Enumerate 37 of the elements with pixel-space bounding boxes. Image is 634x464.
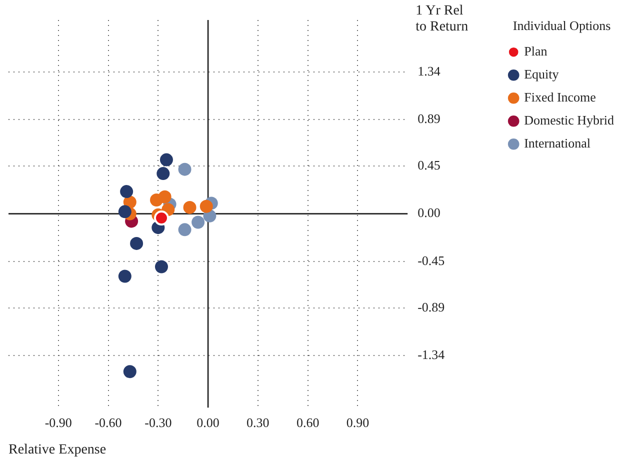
y-tick-label: 1.34 (418, 63, 441, 78)
x-axis-title: Relative Expense (8, 442, 106, 458)
x-tick-label: -0.30 (144, 414, 172, 430)
legend-title: Individual Options (512, 18, 611, 33)
y-tick-label: 0.45 (418, 158, 440, 173)
point (158, 190, 172, 204)
point (118, 270, 132, 283)
x-tick-label: 0.90 (346, 414, 370, 430)
legend-label: Fixed Income (524, 90, 596, 105)
y-tick-label: -1.34 (418, 347, 446, 362)
point (154, 210, 169, 226)
x-tick-label: -0.90 (44, 414, 72, 430)
x-tick-label: -0.60 (94, 414, 122, 430)
point (178, 162, 192, 176)
point (123, 365, 136, 378)
y-axis-title: 1 Yr Rel to Return (416, 4, 468, 35)
point (178, 223, 192, 236)
x-tick-label: 0.60 (296, 414, 320, 430)
y-tick-label: -0.45 (418, 252, 445, 268)
point (183, 200, 196, 214)
point (156, 167, 170, 180)
point (160, 153, 173, 166)
legend-label: International (524, 136, 591, 151)
x-tick-label: 0.00 (196, 414, 220, 430)
legend-label: Domestic Hybrid (524, 112, 614, 128)
point (118, 205, 132, 218)
point (192, 216, 205, 229)
legend-label: Plan (524, 44, 548, 59)
y-tick-label: 0.89 (418, 110, 440, 126)
point (130, 236, 144, 250)
point (120, 185, 134, 198)
point (200, 200, 213, 213)
y-tick-label: -0.89 (418, 299, 445, 314)
point (154, 260, 168, 274)
x-tick-label: 0.30 (246, 414, 270, 430)
y-tick-label: 0.00 (418, 205, 440, 220)
legend-label: Equity (524, 66, 560, 82)
